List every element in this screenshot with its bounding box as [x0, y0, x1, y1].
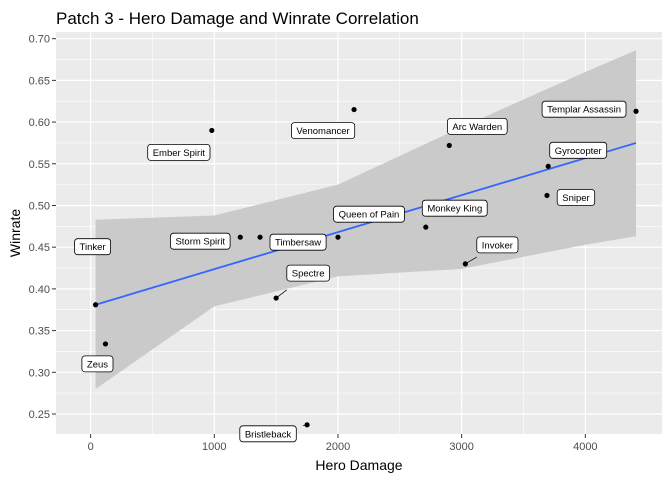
- point-label-group: Tinker: [74, 238, 111, 305]
- point-label: Queen of Pain: [339, 210, 400, 221]
- point-label: Tinker: [80, 242, 106, 253]
- label-box: [286, 264, 330, 282]
- point-label: Storm Spirit: [175, 237, 225, 248]
- y-tick-label: 0.50: [29, 200, 50, 212]
- data-point: [335, 234, 341, 240]
- point-label: Monkey King: [427, 204, 482, 215]
- point-label-group: Gyrocopter: [548, 141, 608, 167]
- point-label-group: Spectre: [275, 264, 330, 299]
- x-tick-label: 0: [88, 441, 94, 453]
- label-box: [290, 122, 356, 139]
- chart-title: Patch 3 - Hero Damage and Winrate Correl…: [56, 9, 419, 28]
- point-label: Bristleback: [245, 429, 292, 440]
- x-tick-label: 1000: [202, 441, 226, 453]
- label-box: [556, 189, 596, 206]
- y-tick-label: 0.30: [29, 367, 50, 379]
- data-point: [423, 224, 429, 230]
- point-label-group: Queen of Pain: [333, 205, 405, 238]
- label-box: [333, 205, 405, 223]
- label-leader-line: [302, 424, 308, 427]
- label-box: [541, 100, 627, 118]
- label-box: [74, 238, 111, 256]
- y-tick-label: 0.55: [29, 159, 50, 171]
- point-label: Templar Assassin: [547, 105, 621, 116]
- point-label: Spectre: [292, 269, 325, 280]
- point-label: Gyrocopter: [555, 146, 602, 157]
- label-box: [476, 236, 519, 254]
- point-label: Venomancer: [296, 126, 349, 137]
- point-label: Ember Spirit: [153, 148, 206, 159]
- point-label-group: Invoker: [465, 236, 519, 265]
- label-leader-line: [275, 289, 288, 299]
- point-label-group: Storm Spirit: [170, 232, 241, 250]
- point-label: Zeus: [87, 359, 108, 370]
- x-tick-label: 4000: [573, 441, 597, 453]
- x-axis-title: Hero Damage: [315, 457, 402, 473]
- label-box: [446, 118, 508, 135]
- y-tick-label: 0.25: [29, 409, 50, 421]
- data-point: [257, 234, 263, 240]
- label-leader-line: [209, 130, 213, 132]
- y-tick-label: 0.40: [29, 284, 50, 296]
- point-label-group: Sniper: [546, 189, 596, 206]
- fit-line-layer: [95, 142, 637, 306]
- y-tick-label: 0.60: [29, 117, 50, 129]
- point-label-group: Monkey King: [421, 199, 488, 228]
- point-label-group: Bristleback: [239, 424, 308, 443]
- y-tick-label: 0.35: [29, 326, 50, 338]
- point-labels-layer: Tinker Zeus Ember Spirit Storm Spirit Timber…: [74, 100, 637, 443]
- y-axis-title: Winrate: [7, 209, 23, 257]
- label-box: [147, 143, 211, 161]
- label-box: [81, 355, 114, 373]
- y-axis-ticks: 0.25 0.30 0.35 0.40 0.45 0.50 0.55 0.60 0.65 0.70: [29, 34, 56, 421]
- data-point: [237, 234, 243, 240]
- point-label-group: Timbersaw: [259, 233, 327, 251]
- label-box: [170, 232, 231, 250]
- x-tick-label: 3000: [449, 441, 473, 453]
- point-label-group: Venomancer: [290, 109, 356, 139]
- point-label-group: Ember Spirit: [147, 130, 213, 161]
- point-label: Timbersaw: [275, 238, 321, 249]
- label-box: [421, 199, 488, 217]
- x-tick-label: 2000: [326, 441, 350, 453]
- point-label: Sniper: [562, 193, 589, 204]
- y-tick-label: 0.65: [29, 75, 50, 87]
- y-tick-label: 0.70: [29, 34, 50, 46]
- point-label: Invoker: [482, 240, 513, 251]
- point-label-group: Arc Warden: [446, 118, 508, 146]
- x-axis-ticks: 0 1000 2000 3000 4000: [88, 434, 598, 453]
- label-box: [269, 233, 327, 251]
- label-leader-line: [548, 165, 550, 167]
- point-label-group: Templar Assassin: [541, 100, 637, 118]
- y-tick-label: 0.45: [29, 242, 50, 254]
- point-label-group: Zeus: [81, 343, 114, 373]
- label-box: [549, 141, 608, 159]
- label-leader-line: [465, 256, 477, 265]
- point-label: Arc Warden: [452, 122, 502, 133]
- label-box: [239, 425, 297, 443]
- fit-line: [95, 142, 637, 306]
